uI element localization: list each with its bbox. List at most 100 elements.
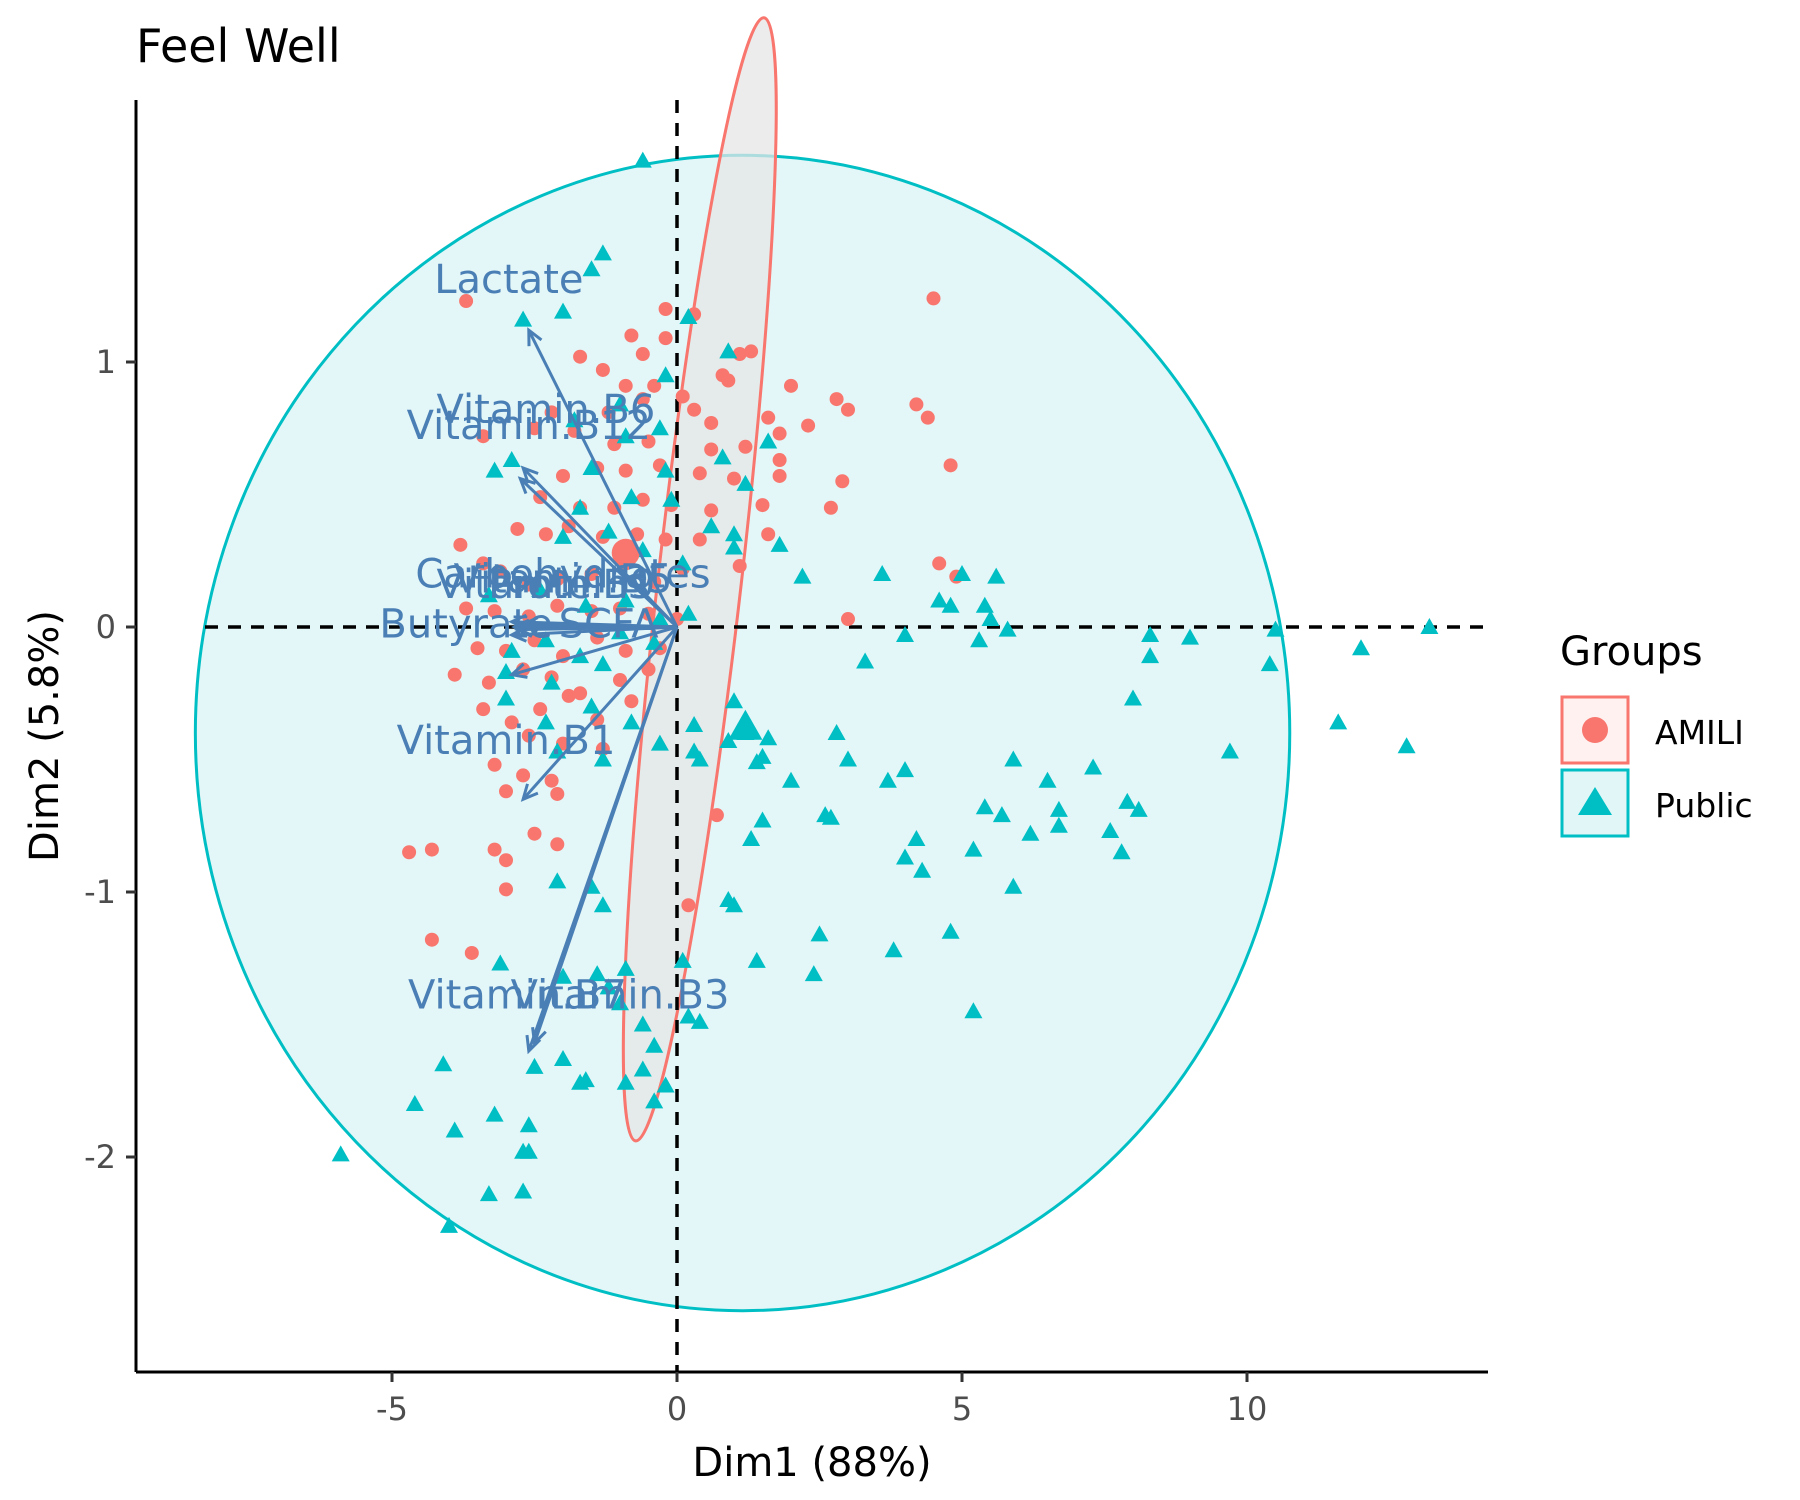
point-amili-112 <box>499 882 513 897</box>
point-public-31 <box>873 565 892 581</box>
point-public-147 <box>1352 639 1370 656</box>
point-public-141 <box>1181 628 1199 645</box>
vector-vitamin-b1 <box>521 626 679 801</box>
point-amili-116 <box>932 556 947 571</box>
point-public-83 <box>992 806 1011 823</box>
point-public-89 <box>907 830 926 846</box>
point-amili-74 <box>641 606 656 621</box>
vector-label-butyrate: Butyrate <box>379 602 552 648</box>
point-public-69 <box>650 734 669 751</box>
vector-arrowhead-vitamin-b7 <box>525 1034 542 1055</box>
point-public-99 <box>593 896 612 913</box>
point-amili-69 <box>487 604 502 619</box>
point-amili-99 <box>487 757 502 772</box>
point-amili-51 <box>476 556 491 571</box>
point-amili-14 <box>721 373 736 388</box>
point-public-145 <box>1266 620 1285 637</box>
point-public-142 <box>1124 689 1142 706</box>
point-public-127 <box>485 1105 504 1122</box>
point-public-17 <box>713 448 732 465</box>
point-public-36 <box>479 586 498 603</box>
point-amili-23 <box>761 410 776 425</box>
point-public-114 <box>964 1002 983 1019</box>
point-public-8 <box>656 366 675 383</box>
point-public-108 <box>616 959 635 976</box>
vector-label-proteins: Proteins <box>488 562 649 608</box>
point-public-109 <box>673 951 692 968</box>
point-public-73 <box>827 724 846 740</box>
point-public-98 <box>548 872 567 889</box>
point-amili-90 <box>476 702 491 717</box>
point-public-43 <box>981 610 1000 627</box>
point-public-80 <box>1084 758 1103 775</box>
point-public-54 <box>542 673 561 690</box>
point-amili-107 <box>499 853 513 868</box>
vector-label-vitamin-b6: Vitamin.B6 <box>436 387 655 433</box>
point-public-38 <box>576 596 595 613</box>
point-public-22 <box>702 517 721 534</box>
point-public-33 <box>953 565 971 581</box>
point-amili-22 <box>704 415 719 430</box>
point-public-77 <box>1004 750 1023 767</box>
legend-title: Groups <box>1560 629 1703 675</box>
point-amili-103 <box>550 786 565 801</box>
point-public-72 <box>782 771 800 788</box>
point-amili-71 <box>550 598 565 613</box>
legend-label-public: Public <box>1655 786 1753 825</box>
vector-label-vitamin-b7: Vitamin.B7 <box>408 973 627 1019</box>
x-tick-label-0: -5 <box>376 1390 408 1428</box>
point-amili-20 <box>635 392 650 407</box>
vector-label-vitamin-b3: Vitamin.B3 <box>511 973 730 1019</box>
centroid-public <box>728 709 763 740</box>
point-public-135 <box>434 1055 453 1072</box>
point-public-143 <box>1220 742 1239 759</box>
point-amili-118 <box>909 397 924 412</box>
point-amili-32 <box>738 439 753 454</box>
point-amili-41 <box>835 474 850 489</box>
point-amili-19 <box>601 405 616 420</box>
point-amili-108 <box>402 845 417 860</box>
point-public-116 <box>679 1007 698 1024</box>
point-public-66 <box>719 731 738 748</box>
point-amili-91 <box>504 715 519 730</box>
point-public-104 <box>554 967 572 984</box>
vector-arrowhead-scfa <box>508 662 528 679</box>
point-amili-21 <box>687 402 702 417</box>
point-public-140 <box>1141 647 1160 664</box>
point-amili-13 <box>675 389 690 404</box>
point-public-59 <box>622 713 641 730</box>
point-amili-57 <box>658 532 673 547</box>
vector-label-vitamin-b1: Vitamin.B1 <box>397 718 616 764</box>
point-amili-60 <box>493 564 508 579</box>
y-ticks: 1 0 -1 -2 <box>84 343 136 1176</box>
point-public-68 <box>593 750 612 767</box>
point-public-55 <box>593 655 612 672</box>
point-amili-83 <box>447 667 462 682</box>
point-public-0 <box>633 151 652 168</box>
legend-marker-public <box>1578 787 1612 815</box>
point-amili-80 <box>590 630 605 645</box>
point-public-106 <box>588 965 607 982</box>
point-amili-106 <box>487 842 502 857</box>
point-public-45 <box>970 631 989 648</box>
point-public-96 <box>753 811 772 828</box>
x-ticks: -5 0 5 10 <box>376 1372 1267 1428</box>
point-public-60 <box>725 692 743 709</box>
point-amili-40 <box>772 468 787 483</box>
point-amili-0 <box>459 294 474 309</box>
point-public-105 <box>599 978 618 995</box>
point-amili-33 <box>772 453 787 468</box>
point-amili-62 <box>550 572 565 587</box>
point-public-30 <box>793 567 812 584</box>
point-public-11 <box>650 419 669 436</box>
point-public-82 <box>1129 800 1148 817</box>
point-public-128 <box>519 1116 538 1133</box>
point-public-24 <box>770 535 789 552</box>
point-amili-48 <box>755 498 770 513</box>
point-amili-105 <box>550 837 565 852</box>
point-public-102 <box>725 896 743 913</box>
point-public-111 <box>804 965 823 982</box>
legend-key-amili <box>1560 695 1630 765</box>
point-amili-101 <box>544 773 559 788</box>
